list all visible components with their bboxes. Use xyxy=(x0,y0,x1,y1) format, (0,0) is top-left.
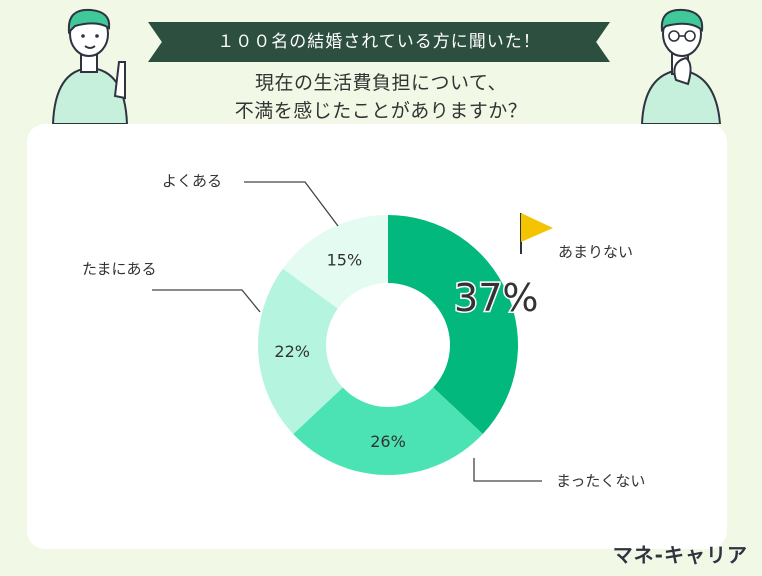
question-line-1: 現在の生活費負担について、 xyxy=(255,72,507,94)
category-label-3: たまにある xyxy=(82,260,157,278)
chart-card xyxy=(27,124,727,549)
flag-icon xyxy=(520,213,553,254)
slice-mattaku-nai xyxy=(293,387,483,475)
leader-line-2 xyxy=(473,458,542,482)
person-right-illustration xyxy=(640,8,722,124)
value-label-3: 22% xyxy=(274,342,310,361)
brand-logo: マネ-キャリア xyxy=(612,543,748,567)
title-banner xyxy=(148,22,610,62)
value-label-4: 15% xyxy=(327,250,363,269)
category-label-1: あまりない xyxy=(558,243,633,261)
value-label-1: 37% xyxy=(454,276,538,320)
leader-line-4 xyxy=(244,181,339,227)
person-left-illustration xyxy=(51,8,129,124)
question-line-2: 不満を感じたことがありますか？ xyxy=(234,100,528,122)
category-label-4: よくある xyxy=(162,172,222,190)
value-label-2: 26% xyxy=(370,432,406,451)
category-label-2: まったくない xyxy=(556,472,645,490)
banner-title: １００名の結婚されている方に聞いた！ xyxy=(217,32,541,52)
leader-line-3 xyxy=(152,289,261,313)
slice-tamani-aru xyxy=(257,268,343,434)
slice-yoku-aru xyxy=(282,215,388,309)
slice-amari-nai xyxy=(388,215,518,434)
